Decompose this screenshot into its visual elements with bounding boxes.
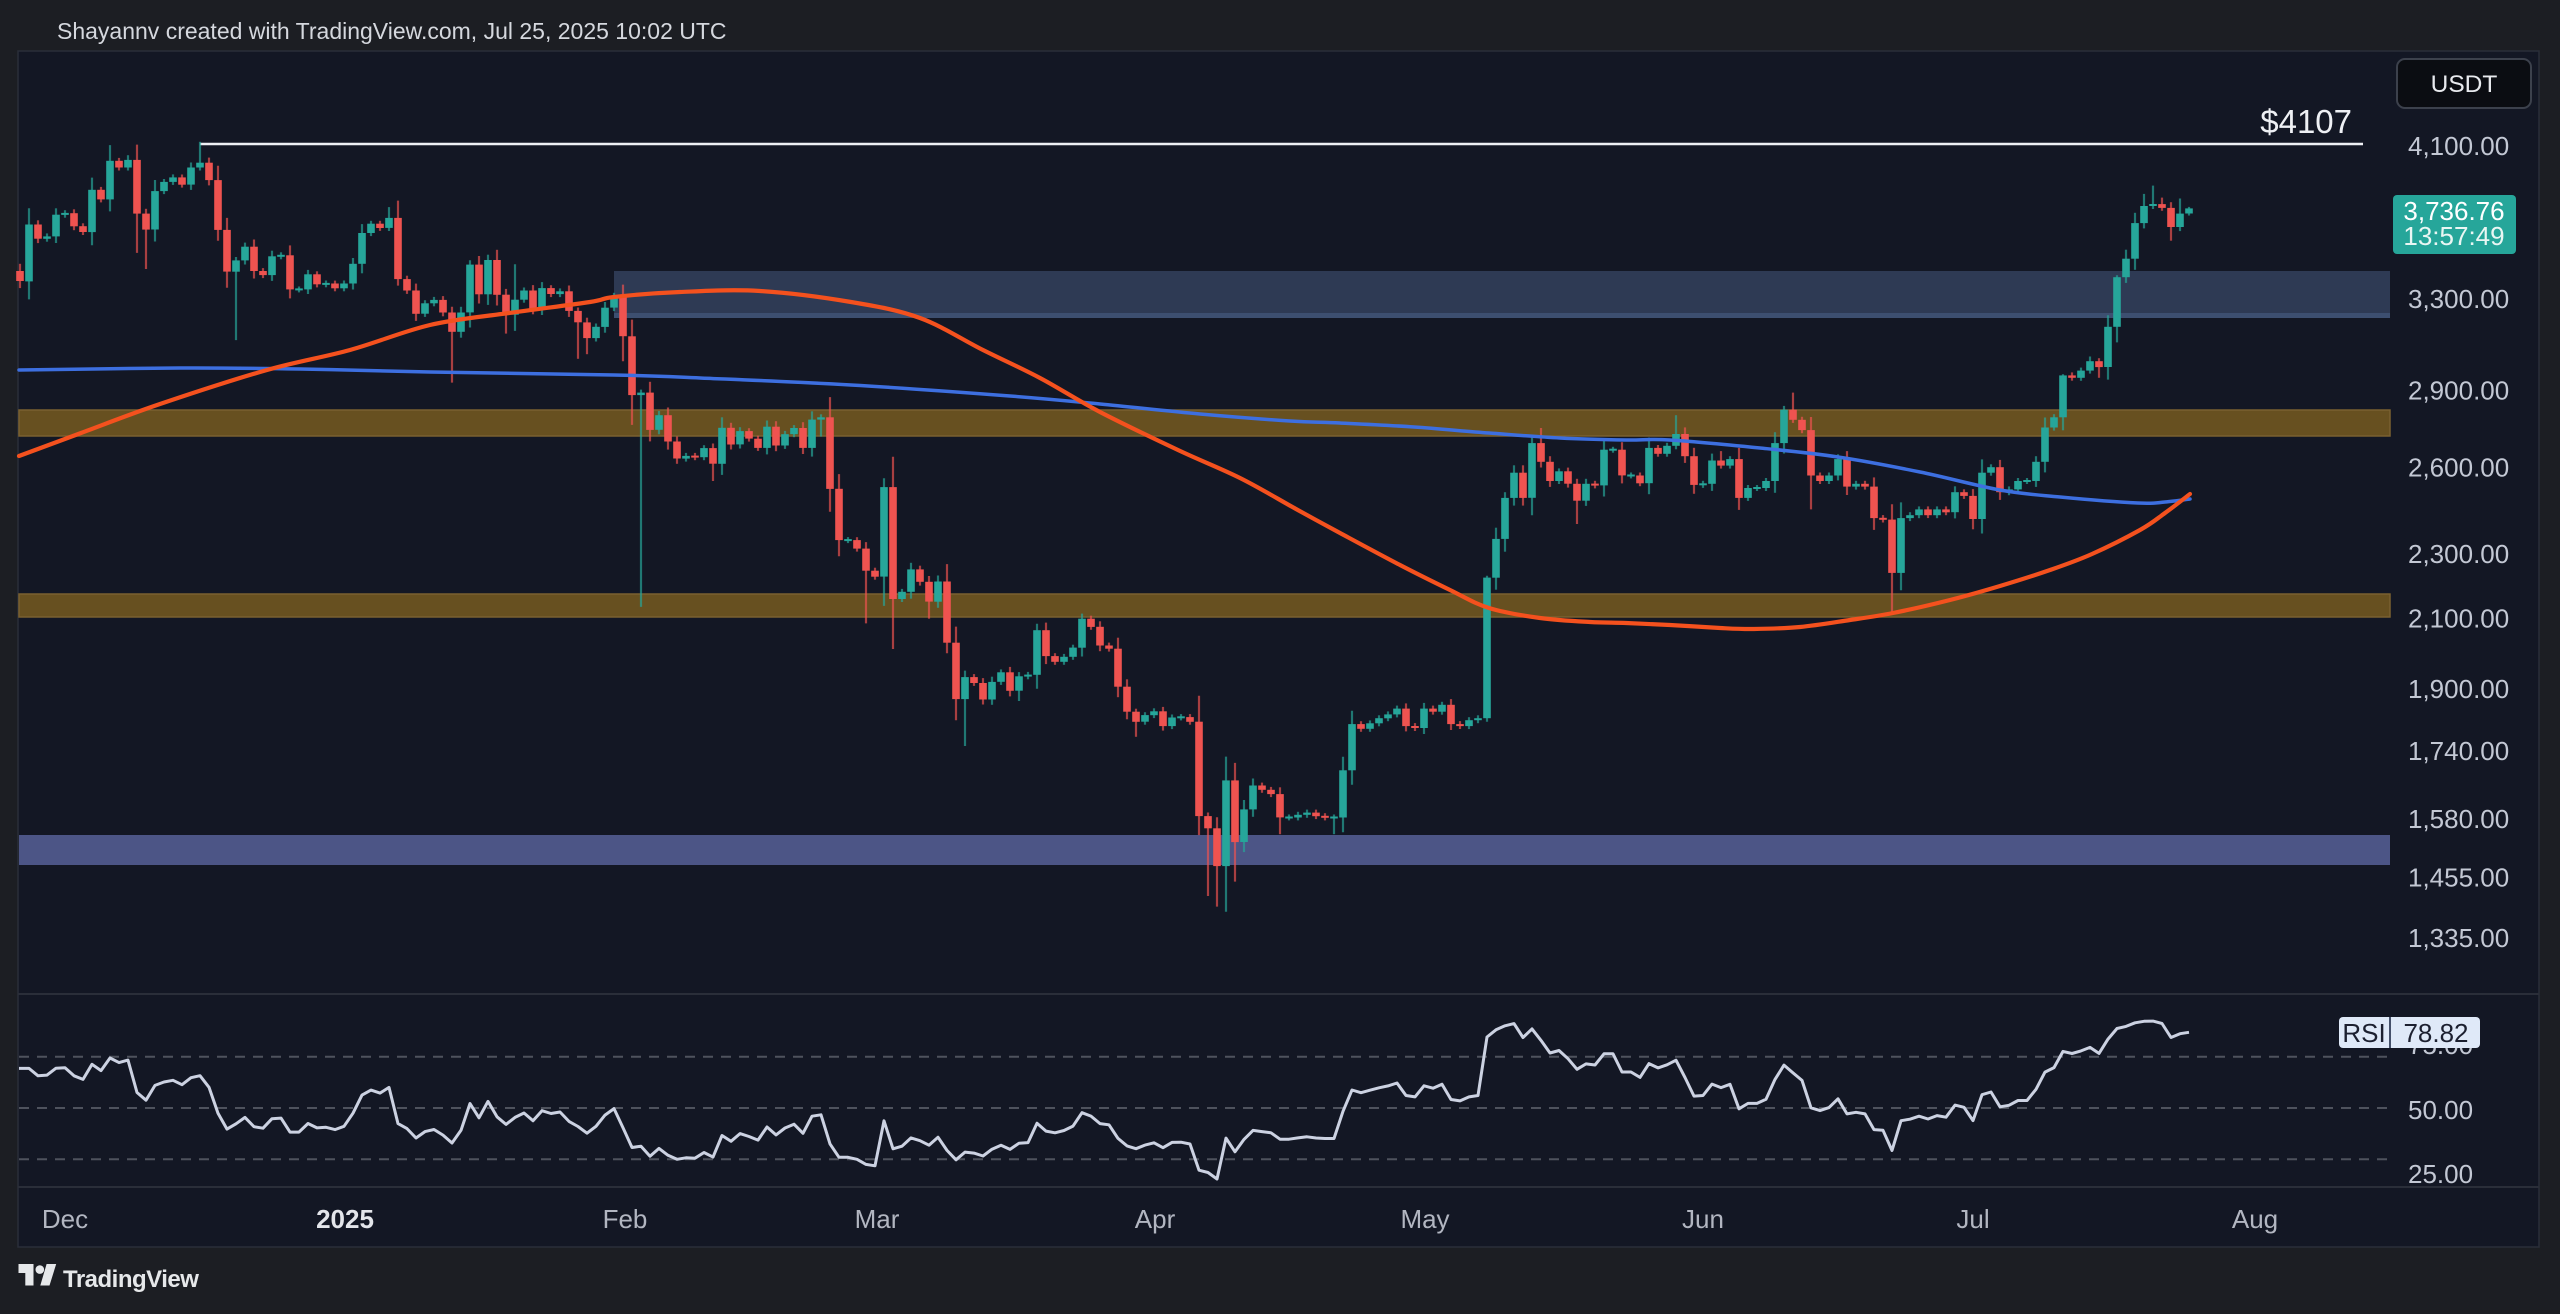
svg-text:2,100.00: 2,100.00 xyxy=(2408,603,2509,633)
svg-text:25.00: 25.00 xyxy=(2408,1159,2473,1189)
svg-text:2,600.00: 2,600.00 xyxy=(2408,453,2509,483)
svg-text:3,300.00: 3,300.00 xyxy=(2408,284,2509,314)
svg-text:Jun: Jun xyxy=(1682,1204,1724,1234)
svg-text:4,100.00: 4,100.00 xyxy=(2408,131,2509,161)
svg-text:RSI: RSI xyxy=(2342,1018,2385,1048)
svg-text:May: May xyxy=(1400,1204,1449,1234)
svg-text:USDT: USDT xyxy=(2431,71,2498,98)
svg-text:13:57:49: 13:57:49 xyxy=(2403,221,2504,251)
svg-text:50.00: 50.00 xyxy=(2408,1095,2473,1125)
svg-text:Mar: Mar xyxy=(855,1204,900,1234)
svg-text:3,736.76: 3,736.76 xyxy=(2403,196,2504,226)
svg-text:2,900.00: 2,900.00 xyxy=(2408,375,2509,405)
svg-text:1,455.00: 1,455.00 xyxy=(2408,862,2509,892)
svg-text:1,335.00: 1,335.00 xyxy=(2408,923,2509,953)
svg-text:78.82: 78.82 xyxy=(2403,1018,2468,1048)
svg-text:$4107: $4107 xyxy=(2260,103,2352,140)
svg-text:1,740.00: 1,740.00 xyxy=(2408,736,2509,766)
svg-text:Feb: Feb xyxy=(603,1204,648,1234)
svg-text:1,900.00: 1,900.00 xyxy=(2408,674,2509,704)
svg-text:Shayannv created with TradingV: Shayannv created with TradingView.com, J… xyxy=(57,18,727,44)
svg-text:1,580.00: 1,580.00 xyxy=(2408,804,2509,834)
svg-text:2025: 2025 xyxy=(316,1204,374,1234)
svg-text:Jul: Jul xyxy=(1956,1204,1989,1234)
svg-text:TradingView: TradingView xyxy=(63,1266,199,1293)
svg-text:Aug: Aug xyxy=(2232,1204,2278,1234)
svg-text:Dec: Dec xyxy=(42,1204,88,1234)
svg-text:2,300.00: 2,300.00 xyxy=(2408,539,2509,569)
svg-text:Apr: Apr xyxy=(1135,1204,1176,1234)
